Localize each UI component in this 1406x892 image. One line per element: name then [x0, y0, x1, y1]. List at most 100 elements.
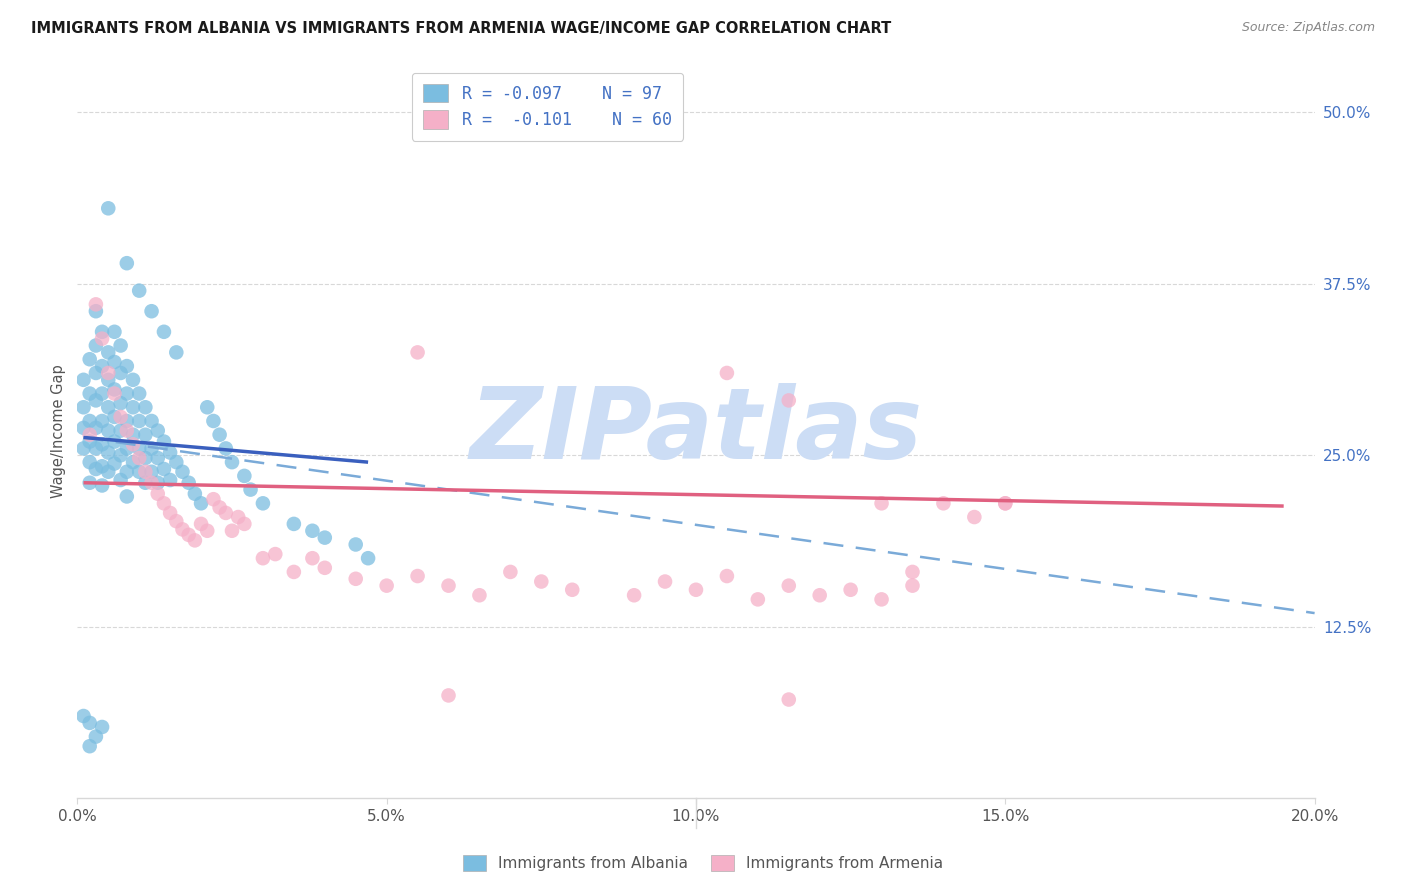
Point: [97, 401, 120, 415]
Point: [103, 457, 125, 471]
Point: [122, 427, 145, 442]
Point: [146, 475, 169, 490]
Point: [530, 574, 553, 589]
Point: [252, 496, 274, 510]
Point: [208, 427, 231, 442]
Point: [778, 692, 800, 706]
Point: [79, 739, 101, 754]
Point: [314, 561, 336, 575]
Point: [115, 359, 138, 373]
Point: [103, 386, 125, 401]
Point: [79, 386, 101, 401]
Point: [716, 569, 738, 583]
Point: [115, 414, 138, 428]
Point: [468, 588, 491, 602]
Point: [184, 486, 207, 500]
Point: [264, 547, 287, 561]
Point: [215, 506, 238, 520]
Point: [778, 393, 800, 408]
Point: [839, 582, 862, 597]
Point: [159, 506, 181, 520]
Point: [159, 445, 181, 459]
Point: [141, 465, 163, 479]
Point: [91, 325, 114, 339]
Point: [91, 414, 114, 428]
Point: [79, 414, 101, 428]
Point: [128, 450, 150, 465]
Point: [239, 483, 262, 497]
Point: [128, 386, 150, 401]
Point: [202, 414, 225, 428]
Point: [110, 409, 132, 424]
Point: [110, 448, 132, 462]
Point: [808, 588, 831, 602]
Point: [110, 396, 132, 410]
Point: [153, 434, 176, 449]
Point: [141, 442, 163, 456]
Point: [165, 514, 187, 528]
Point: [110, 338, 132, 352]
Point: [747, 592, 769, 607]
Point: [97, 345, 120, 359]
Point: [233, 516, 256, 531]
Point: [233, 468, 256, 483]
Point: [437, 689, 460, 703]
Point: [146, 450, 169, 465]
Point: [72, 421, 94, 435]
Point: [190, 496, 212, 510]
Point: [91, 478, 114, 492]
Point: [283, 516, 305, 531]
Point: [122, 437, 145, 451]
Point: [84, 730, 107, 744]
Point: [84, 421, 107, 435]
Point: [159, 473, 181, 487]
Point: [84, 442, 107, 456]
Point: [134, 465, 156, 479]
Point: [184, 533, 207, 548]
Point: [344, 572, 367, 586]
Point: [134, 401, 156, 415]
Point: [84, 462, 107, 476]
Point: [128, 414, 150, 428]
Point: [72, 442, 94, 456]
Point: [963, 510, 986, 524]
Point: [79, 352, 101, 367]
Point: [406, 569, 429, 583]
Point: [172, 465, 194, 479]
Point: [97, 424, 120, 438]
Legend: R = -0.097    N = 97, R =  -0.101    N = 60: R = -0.097 N = 97, R = -0.101 N = 60: [412, 72, 683, 141]
Point: [994, 496, 1017, 510]
Point: [97, 465, 120, 479]
Point: [172, 522, 194, 536]
Text: ZIPatlas: ZIPatlas: [470, 383, 922, 480]
Point: [134, 427, 156, 442]
Point: [141, 475, 163, 490]
Point: [84, 297, 107, 311]
Point: [91, 437, 114, 451]
Point: [79, 715, 101, 730]
Text: IMMIGRANTS FROM ALBANIA VS IMMIGRANTS FROM ARMENIA WAGE/INCOME GAP CORRELATION C: IMMIGRANTS FROM ALBANIA VS IMMIGRANTS FR…: [31, 21, 891, 37]
Point: [84, 338, 107, 352]
Point: [84, 366, 107, 380]
Point: [110, 424, 132, 438]
Point: [97, 202, 120, 216]
Point: [103, 325, 125, 339]
Point: [91, 720, 114, 734]
Point: [654, 574, 676, 589]
Point: [344, 537, 367, 551]
Point: [301, 524, 323, 538]
Point: [103, 355, 125, 369]
Point: [134, 475, 156, 490]
Point: [128, 465, 150, 479]
Point: [195, 401, 218, 415]
Point: [301, 551, 323, 566]
Point: [115, 386, 138, 401]
Point: [932, 496, 955, 510]
Point: [122, 401, 145, 415]
Point: [375, 579, 398, 593]
Point: [141, 414, 163, 428]
Point: [437, 579, 460, 593]
Point: [79, 475, 101, 490]
Point: [153, 325, 176, 339]
Legend: Immigrants from Albania, Immigrants from Armenia: Immigrants from Albania, Immigrants from…: [457, 849, 949, 877]
